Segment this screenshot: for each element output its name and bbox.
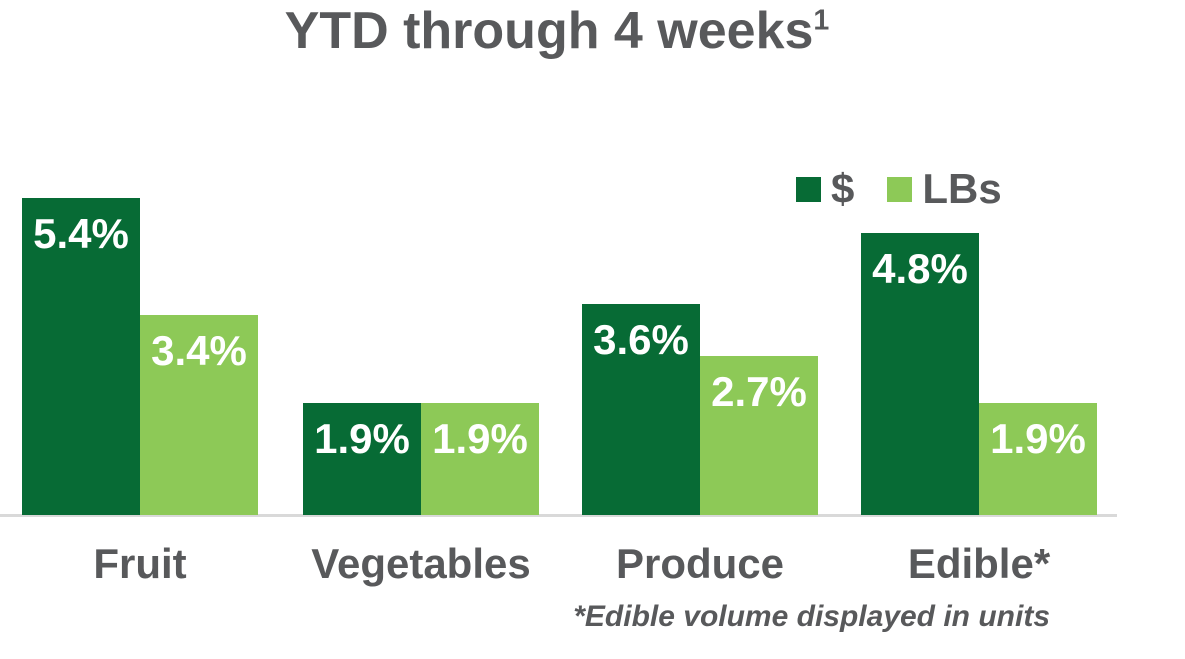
legend-item-lbs: LBs [887,165,1002,212]
bar-dollars-edible: 4.8% [861,233,979,515]
bar-value-label: 1.9% [432,415,528,462]
x-axis-labels: Fruit Vegetables Produce Edible* [0,540,1185,588]
bar-dollars-produce: 3.6% [582,304,700,515]
legend-label-lbs: LBs [922,165,1002,212]
bar-value-label: 1.9% [990,415,1086,462]
x-axis-line [0,514,1117,517]
footnote: *Edible volume displayed in units [573,600,1050,633]
bar-lbs-vegetables: 1.9% [421,403,539,515]
chart-title-text: YTD through 4 weeks [284,2,814,60]
category-label-produce: Produce [615,540,785,587]
chart-title-superscript: 1 [813,4,830,37]
category-label-fruit: Fruit [93,540,187,587]
bar-lbs-fruit: 3.4% [140,315,258,515]
legend-swatch-lbs-icon [887,176,913,202]
category-label-vegetables: Vegetables [311,540,531,587]
bar-lbs-edible: 1.9% [979,403,1097,515]
bar-value-label: 5.4% [33,210,129,257]
bar-dollars-fruit: 5.4% [22,198,140,515]
legend-swatch-dollars-icon [796,176,821,202]
bar-value-label: 2.7% [711,368,807,415]
legend-item-dollars: $ [796,168,854,210]
chart-title: YTD through 4 weeks1 [0,0,1114,62]
bar-chart-plot: 5.4% 3.4% 1.9% 1.9% 3.6% 2.7% 4.8% 1.9% [0,198,1117,517]
bar-value-label: 3.4% [151,327,247,374]
chart-legend: $ LBs [796,165,1002,212]
bar-lbs-produce: 2.7% [700,356,818,515]
legend-label-dollars: $ [831,165,855,212]
bar-dollars-vegetables: 1.9% [303,403,421,515]
category-label-edible: Edible* [907,540,1051,587]
bar-value-label: 4.8% [872,245,968,292]
bar-value-label: 3.6% [593,316,689,363]
bar-value-label: 1.9% [314,415,410,462]
